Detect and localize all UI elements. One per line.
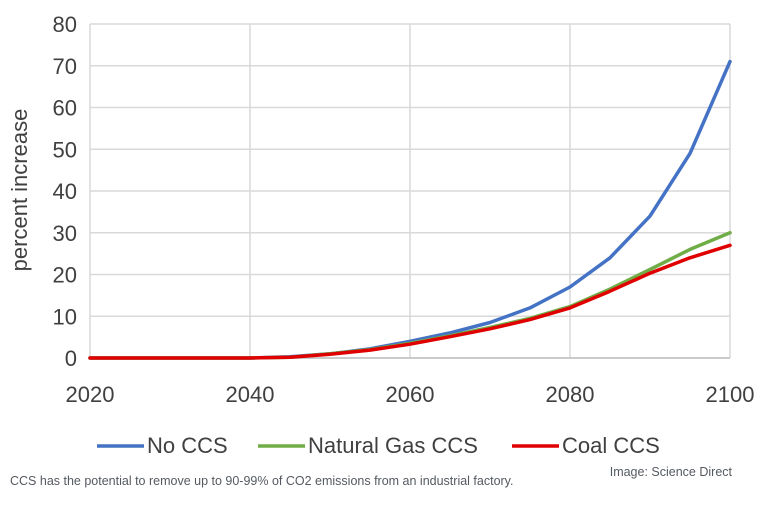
x-tick-label: 2060 xyxy=(386,382,435,407)
x-axis-tick-labels: 2020 2040 2060 2080 2100 xyxy=(66,382,755,407)
y-tick-label: 20 xyxy=(53,263,77,288)
x-tick-label: 2020 xyxy=(66,382,115,407)
y-tick-label: 30 xyxy=(53,221,77,246)
legend-label: No CCS xyxy=(147,433,228,458)
series-line-2 xyxy=(88,243,732,360)
y-tick-label: 40 xyxy=(53,179,77,204)
legend-label: Natural Gas CCS xyxy=(308,433,478,458)
legend: No CCS Natural Gas CCS Coal CCS xyxy=(97,433,660,458)
x-tick-label: 2040 xyxy=(226,382,275,407)
y-tick-label: 70 xyxy=(53,54,77,79)
image-caption: CCS has the potential to remove up to 90… xyxy=(10,474,514,488)
x-tick-label: 2100 xyxy=(706,382,755,407)
y-tick-label: 60 xyxy=(53,96,77,121)
line-chart: 0 10 20 30 40 50 60 70 80 2020 2040 2060 2080 2100 N… xyxy=(7,12,755,458)
y-tick-label: 10 xyxy=(53,304,77,329)
y-tick-label: 50 xyxy=(53,137,77,162)
y-axis-tick-labels: 0 10 20 30 40 50 60 70 80 xyxy=(53,12,77,371)
x-tick-label: 2080 xyxy=(546,382,595,407)
grid-lines xyxy=(89,23,731,359)
y-tick-label: 0 xyxy=(65,346,77,371)
y-axis-label: percent increase xyxy=(7,109,32,272)
image-credit: Image: Science Direct xyxy=(609,465,732,479)
series-lines xyxy=(88,59,732,360)
legend-label: Coal CCS xyxy=(562,433,660,458)
y-tick-label: 80 xyxy=(53,12,77,37)
